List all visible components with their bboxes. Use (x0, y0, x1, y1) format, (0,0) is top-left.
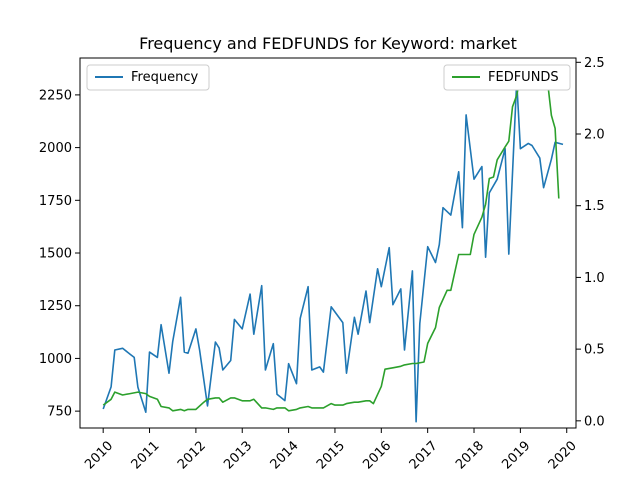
legend-right-box (443, 64, 571, 91)
y-left-tick-label: 2000 (39, 141, 72, 156)
y-right-tick-label: 0.5 (584, 343, 605, 358)
y-right-tick-label: 1.5 (584, 199, 605, 214)
plot-area (102, 73, 564, 423)
x-axis: 2010 2011 2012 2013 2014 2015 2016 2017 2018 2019… (82, 428, 580, 472)
y-left-tick-label: 750 (47, 405, 72, 420)
x-tick-label: 2017 (407, 438, 441, 472)
x-tick-label: 2020 (546, 438, 580, 472)
legend-left-box (86, 64, 210, 91)
legend-left: Frequency (86, 64, 210, 91)
legend-right: FEDFUNDS (443, 64, 571, 91)
y-right-tick-label: 2.0 (584, 128, 605, 143)
y-left-tick-label: 1750 (39, 194, 72, 209)
plot-frame (79, 57, 577, 429)
x-tick-label: 2019 (499, 438, 533, 472)
y-right-tick-label: 1.0 (584, 271, 605, 286)
y-left-tick-label: 1500 (39, 247, 72, 262)
x-tick-label: 2012 (175, 438, 209, 472)
legend-fedfunds-label: FEDFUNDS (488, 70, 559, 85)
x-tick-label: 2015 (314, 438, 348, 472)
y-axis-right: 0.0 0.5 1.0 1.5 2.0 2.5 (576, 56, 605, 429)
x-tick-label: 2013 (221, 438, 255, 472)
y-axis-left: 750 1000 1250 1500 1750 2000 2250 (39, 88, 80, 420)
series-line-frequency (102, 80, 564, 423)
x-tick-label: 2011 (129, 438, 163, 472)
series-line-fedfunds (102, 73, 560, 412)
x-tick-label: 2016 (360, 438, 394, 472)
legend-frequency-label: Frequency (131, 70, 198, 85)
x-tick-label: 2018 (453, 438, 487, 472)
x-tick-label: 2014 (268, 438, 302, 472)
y-left-tick-label: 1000 (39, 352, 72, 367)
chart-title: Frequency and FEDFUNDS for Keyword: mark… (139, 34, 517, 53)
y-left-tick-label: 2250 (39, 88, 72, 103)
x-tick-label: 2010 (82, 438, 116, 472)
y-left-tick-label: 1250 (39, 299, 72, 314)
y-right-tick-label: 0.0 (584, 414, 605, 429)
y-right-tick-label: 2.5 (584, 56, 605, 71)
